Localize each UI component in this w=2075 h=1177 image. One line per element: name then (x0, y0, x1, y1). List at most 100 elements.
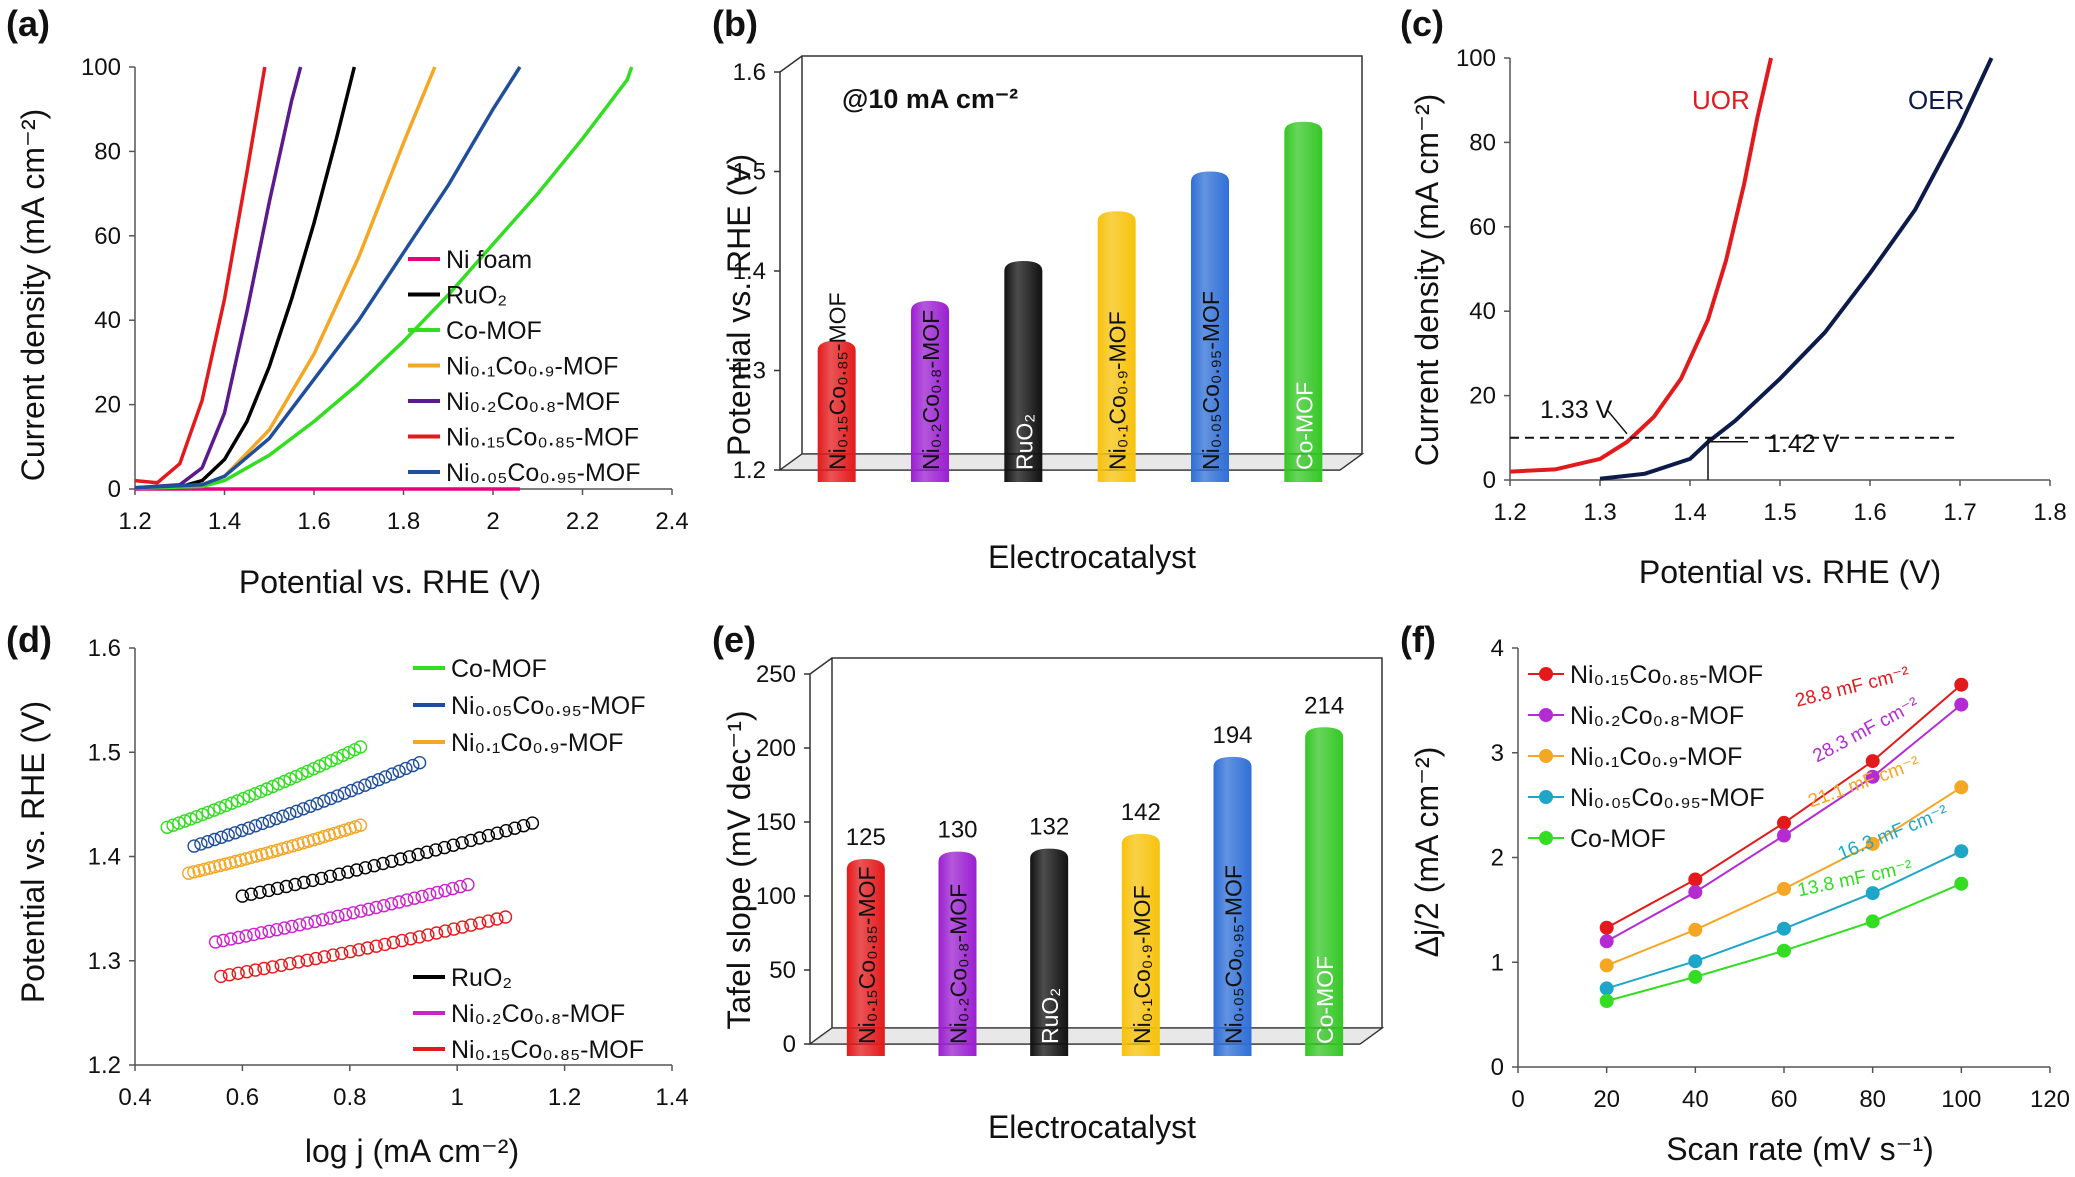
panel-d-point (337, 786, 352, 800)
panel-d-point (490, 912, 504, 926)
panel-b-bar (911, 300, 949, 482)
panel-f-legend-swatch-dot (1539, 708, 1553, 722)
panel-e-bar-value-label: 194 (1212, 722, 1252, 749)
panel-f-point (1954, 780, 1969, 795)
panel-d-series-3 (235, 816, 540, 903)
panel-d-point (219, 798, 233, 813)
panel-d-point (283, 956, 297, 971)
panel-d-point (341, 865, 355, 879)
panel-d-point (421, 928, 435, 942)
panel-d-point (385, 854, 399, 868)
panel-d-series-5 (214, 910, 513, 984)
panel-a-series-5 (134, 66, 267, 485)
panel-d-point (392, 895, 406, 909)
panel-d-point (291, 955, 306, 969)
panel-d-point (214, 969, 228, 984)
panel-d-point (279, 879, 293, 894)
panel-a-y-tick-label: 40 (94, 307, 121, 334)
panel-a-y-tick-label: 0 (108, 476, 121, 503)
panel-b-bar-category-label: Ni₀.₁Co₀.₉-MOF (1105, 311, 1131, 470)
panel-d-point (207, 860, 222, 874)
panel-d-point (358, 778, 372, 792)
panel-e-bar-value-label: 142 (1121, 799, 1161, 826)
panel-d-point (283, 772, 297, 786)
panel-d-point (178, 814, 192, 828)
panel-d-point (420, 845, 434, 859)
panel-d-series-4 (208, 877, 475, 949)
panel-d-point (309, 951, 323, 966)
panel-d-point (269, 811, 283, 826)
panel-b-bar-category-label: Co-MOF (1291, 382, 1317, 470)
panel-e-y-tick-label: 200 (756, 735, 796, 762)
panel-c-y-tick-label: 80 (1469, 129, 1496, 156)
panel-d-legend-label: Ni₀.₁₅Co₀.₈₅-MOF (451, 1036, 644, 1064)
panel-d-point (285, 919, 299, 934)
panel-e-bar (846, 859, 885, 1056)
panel-e-bar-value-label: 214 (1304, 692, 1344, 719)
panel-c-y-tick-label: 100 (1456, 45, 1496, 72)
panel-d-y-tick-label: 1.3 (88, 948, 121, 975)
panel-d-point (323, 869, 337, 883)
panel-e-bar (1121, 833, 1160, 1056)
panel-d-x-tick-label: 0.4 (118, 1084, 151, 1111)
panel-b-bar-category-label: Ni₀.₁₅Co₀.₈₅-MOF (825, 292, 851, 470)
panel-a-y-tick-label: 80 (94, 138, 121, 165)
panel-e-bar-category-label: Ni₀.₁Co₀.₉-MOF (1129, 885, 1155, 1044)
panel-d-point (351, 781, 365, 795)
panel-d-point (183, 812, 198, 826)
panel-d-point (447, 922, 461, 936)
panel-d-point (160, 820, 174, 834)
panel-e-y-tick-label: 0 (783, 1031, 796, 1058)
panel-d-point (406, 758, 420, 773)
panel-d-x-tick-label: 0.6 (226, 1084, 259, 1111)
panel-c-x-tick-label: 1.2 (1493, 499, 1526, 526)
panel-d-point (508, 821, 522, 835)
panel-a-y-tick-label: 20 (94, 392, 121, 419)
panel-d-point (271, 777, 286, 791)
panel-d-point (393, 852, 408, 866)
panel-d-point (335, 946, 349, 961)
panel-c-y-tick-label: 60 (1469, 214, 1496, 241)
panel-c-series-1 (1599, 57, 1994, 481)
panel-d-point (423, 887, 437, 902)
panel-d-point (300, 953, 314, 967)
panel-e-bar (1305, 727, 1344, 1056)
panel-d-point (402, 850, 417, 864)
panel-d-y-tick-label: 1.2 (88, 1052, 121, 1079)
panel-a-legend-label: Ni₀.₁₅Co₀.₈₅-MOF (446, 424, 639, 452)
panel-b-bar-category-label: RuO₂ (1011, 414, 1037, 470)
panel-b-bar (1284, 121, 1323, 482)
panel-d-point (338, 907, 353, 922)
panel-d-point (455, 920, 470, 934)
panel-d-point (295, 767, 309, 781)
panel-f-point (1688, 954, 1703, 969)
panel-d-point (254, 847, 269, 862)
panel-a-y-tick-label: 60 (94, 223, 121, 250)
panel-d-point (415, 889, 429, 904)
panel-e-bar-value-label: 130 (937, 817, 977, 844)
panel-d-xlabel: log j (mA cm⁻²) (305, 1133, 519, 1169)
panel-d-series-1 (187, 756, 427, 853)
panel-d-point (293, 918, 307, 932)
panel-d-y-tick-label: 1.4 (88, 844, 121, 871)
panel-d-point (446, 838, 460, 852)
panel-d-point (254, 926, 269, 940)
panel-d-point (216, 933, 230, 948)
panel-d-point (312, 759, 327, 773)
panel-d-point (202, 861, 217, 875)
panel-f-point (1777, 943, 1791, 958)
panel-d-point (464, 833, 478, 848)
panel-d-point (289, 804, 304, 818)
panel-d-point (330, 751, 344, 765)
panel-d-point (289, 769, 303, 784)
panel-e-bar-category-label: Co-MOF (1312, 956, 1338, 1044)
panel-d-point (360, 941, 375, 955)
panel-f-point (1688, 872, 1703, 887)
panel-e-floor (808, 1027, 1384, 1045)
panel-e-ylabel: Tafel slope (mV dec⁻¹) (721, 710, 757, 1029)
panel-d-point (262, 814, 276, 828)
panel-d-point (349, 863, 364, 877)
panel-d-point (274, 958, 288, 972)
panel-e-y-tick-label: 50 (769, 957, 796, 984)
panel-a-y-tick-label: 100 (81, 54, 121, 81)
